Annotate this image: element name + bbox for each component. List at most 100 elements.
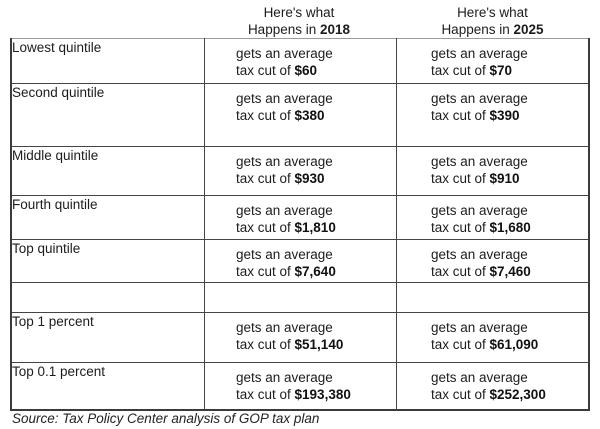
value-line2: tax cut of [430,171,490,186]
value-text: gets an average tax cut of $61,090 [397,314,588,354]
value-cell-2025: gets an average tax cut of $910 [395,146,590,196]
value-line2: tax cut of [430,264,490,279]
source-note: Source: Tax Policy Center analysis of GO… [12,411,320,426]
amount-2025: $7,460 [489,264,531,279]
value-line2: tax cut of [236,171,295,186]
header-2025-line2: Happens in [441,22,514,37]
header-2018-year: 2018 [320,22,351,37]
value-line1: gets an average [430,370,528,385]
table-row: Lowest quintile gets an average tax cut o… [10,38,590,84]
amount-2018: $51,140 [294,337,344,352]
amount-2018: $60 [294,63,318,78]
amount-2025: $252,300 [489,387,546,402]
quintile-label: Middle quintile [10,146,205,196]
value-line1: gets an average [430,154,528,169]
amount-2018: $7,640 [294,264,336,279]
value-line1: gets an average [430,247,528,262]
amount-2025: $390 [489,108,520,123]
table-body: Lowest quintile gets an average tax cut o… [10,38,590,410]
value-text: gets an average tax cut of $252,300 [397,364,588,404]
value-cell-2025: gets an average tax cut of $70 [395,38,590,84]
value-line1: gets an average [430,46,528,61]
value-line1: gets an average [236,203,333,218]
header-2025-line1: Here's what [457,5,528,20]
table-row: Top 1 percent gets an average tax cut of … [10,312,590,363]
amount-2025: $910 [489,171,520,186]
amount-2025: $70 [489,63,513,78]
value-line1: gets an average [236,154,333,169]
amount-2018: $193,380 [294,387,351,402]
value-line1: gets an average [236,370,333,385]
quintile-label: Top quintile [10,239,205,283]
value-line1: gets an average [430,320,528,335]
quintile-label: Top 1 percent [10,312,205,363]
value-cell-2018: gets an average tax cut of $193,380 [204,362,397,410]
value-line2: tax cut of [236,63,295,78]
value-cell-2025: gets an average tax cut of $252,300 [395,362,590,410]
value-cell-2018: gets an average tax cut of $60 [204,38,397,84]
header-2018-line2: Happens in [247,22,320,37]
quintile-label: Top 0.1 percent [10,362,205,410]
value-text: gets an average tax cut of $910 [397,148,588,188]
value-cell-2025: gets an average tax cut of $7,460 [395,239,590,283]
value-text: gets an average tax cut of $70 [397,40,588,80]
amount-2025: $61,090 [489,337,539,352]
value-text: gets an average tax cut of $1,810 [205,197,395,237]
value-text: gets an average tax cut of $7,460 [397,241,588,281]
table-row: Second quintile gets an average tax cut o… [10,83,590,147]
value-line1: gets an average [236,91,333,106]
value-text [205,284,395,290]
value-line1: gets an average [430,91,528,106]
value-text: gets an average tax cut of $380 [205,85,395,125]
value-line2: tax cut of [236,220,295,235]
value-line2: tax cut of [236,264,295,279]
value-text: gets an average tax cut of $930 [205,148,395,188]
value-cell-2025 [395,282,590,313]
value-cell-2018: gets an average tax cut of $7,640 [204,239,397,283]
value-cell-2018 [204,282,397,313]
value-line2: tax cut of [430,337,490,352]
value-line2: tax cut of [236,337,295,352]
value-line2: tax cut of [430,63,490,78]
quintile-label: Lowest quintile [10,38,205,84]
value-cell-2018: gets an average tax cut of $1,810 [204,195,397,240]
value-text: gets an average tax cut of $193,380 [205,364,395,404]
header-2025-year: 2025 [513,22,544,37]
quintile-label: Fourth quintile [10,195,205,240]
value-cell-2025: gets an average tax cut of $390 [395,83,590,147]
amount-2018: $1,810 [294,220,336,235]
quintile-label: Second quintile [10,83,205,147]
header-2018: Here's what Happens in 2018 [203,2,395,38]
column-headers: Here's what Happens in 2018 Here's what … [10,2,590,38]
value-line1: gets an average [236,247,333,262]
value-cell-2018: gets an average tax cut of $51,140 [204,312,397,363]
value-line1: gets an average [236,46,333,61]
value-line2: tax cut of [430,108,490,123]
quintile-label [10,282,205,313]
value-text [397,284,588,290]
header-2025: Here's what Happens in 2025 [395,2,590,38]
value-text: gets an average tax cut of $390 [397,85,588,125]
table-row: Fourth quintile gets an average tax cut o… [10,195,590,240]
value-text: gets an average tax cut of $60 [205,40,395,80]
amount-2025: $1,680 [489,220,531,235]
value-text: gets an average tax cut of $7,640 [205,241,395,281]
amount-2018: $930 [294,171,325,186]
value-cell-2018: gets an average tax cut of $930 [204,146,397,196]
value-line1: gets an average [430,203,528,218]
value-line2: tax cut of [430,220,490,235]
value-text: gets an average tax cut of $51,140 [205,314,395,354]
table-row-empty [10,282,590,313]
value-line2: tax cut of [236,387,295,402]
table-row: Top 0.1 percent gets an average tax cut o… [10,362,590,410]
value-text: gets an average tax cut of $1,680 [397,197,588,237]
header-2018-line1: Here's what [263,5,335,20]
tax-cut-table: Lowest quintile gets an average tax cut o… [10,38,590,411]
value-cell-2025: gets an average tax cut of $61,090 [395,312,590,363]
table-row: Middle quintile gets an average tax cut o… [10,146,590,196]
value-cell-2025: gets an average tax cut of $1,680 [395,195,590,240]
amount-2018: $380 [294,108,325,123]
table-row: Top quintile gets an average tax cut of $… [10,239,590,283]
header-spacer [10,2,203,38]
